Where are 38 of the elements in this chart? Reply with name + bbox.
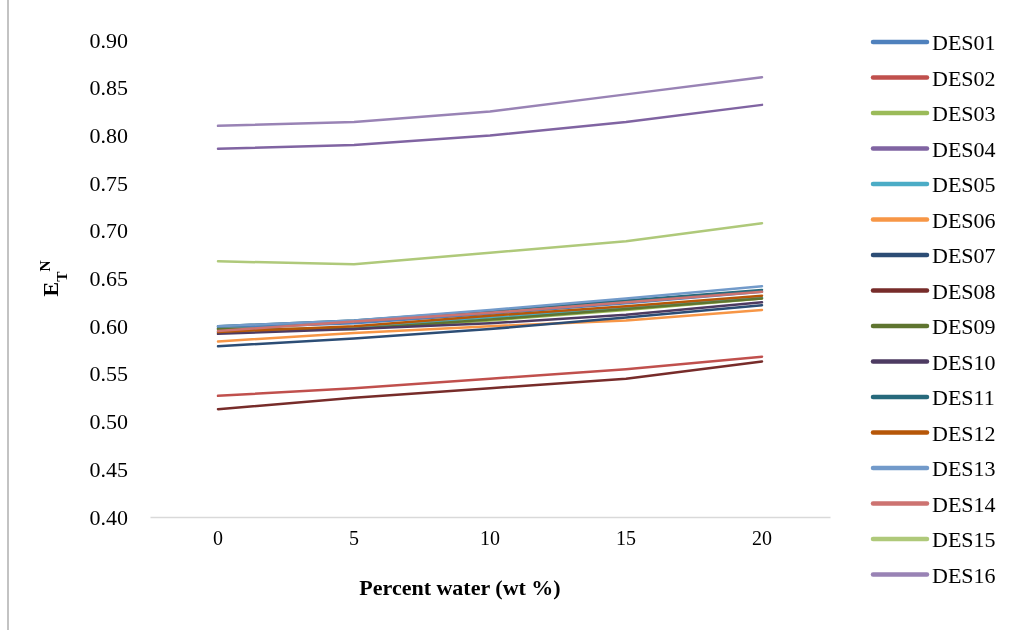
- legend-label: DES03: [932, 101, 996, 126]
- legend-label: DES09: [932, 314, 996, 339]
- y-tick-label: 0.65: [89, 266, 128, 292]
- y-tick-label: 0.55: [89, 361, 128, 387]
- y-tick-label: 0.85: [89, 75, 128, 101]
- legend-label: DES12: [932, 420, 996, 446]
- legend-label: DES05: [932, 172, 996, 197]
- y-tick-label: 0.40: [89, 504, 128, 530]
- legend-label: DES16: [932, 562, 996, 588]
- y-tick-label: 0.60: [89, 313, 128, 339]
- x-tick-label: 5: [349, 527, 359, 550]
- legend-label: DES01: [932, 30, 996, 55]
- line-series: [216, 75, 764, 128]
- x-tick-label: 20: [752, 527, 772, 550]
- line-series: [216, 221, 764, 266]
- line-series: [216, 360, 764, 411]
- y-tick-label: 0.70: [89, 218, 128, 244]
- y-tick-label: 0.45: [89, 456, 128, 482]
- y-tick-label: 0.75: [89, 170, 128, 196]
- legend-label: DES10: [932, 349, 996, 375]
- x-axis-title: Percent water (wt %): [359, 575, 561, 600]
- legend-label: DES06: [932, 207, 996, 233]
- y-tick-label: 0.50: [89, 409, 128, 435]
- line-series: [216, 355, 764, 398]
- x-tick-label: 0: [213, 527, 223, 550]
- legend-label: DES02: [932, 65, 996, 91]
- y-tick-label: 0.80: [89, 122, 128, 148]
- legend-label: DES07: [932, 243, 996, 268]
- x-tick-label: 10: [480, 527, 500, 550]
- legend-label: DES15: [932, 527, 996, 552]
- legend-label: DES04: [932, 136, 996, 162]
- y-tick-label: 0.90: [89, 27, 128, 53]
- legend-label: DES11: [932, 385, 995, 410]
- legend-label: DES08: [932, 278, 996, 304]
- legend-label: DES14: [932, 491, 996, 517]
- line-series: [216, 103, 764, 151]
- x-tick-label: 15: [616, 527, 636, 550]
- legend-label: DES13: [932, 456, 996, 481]
